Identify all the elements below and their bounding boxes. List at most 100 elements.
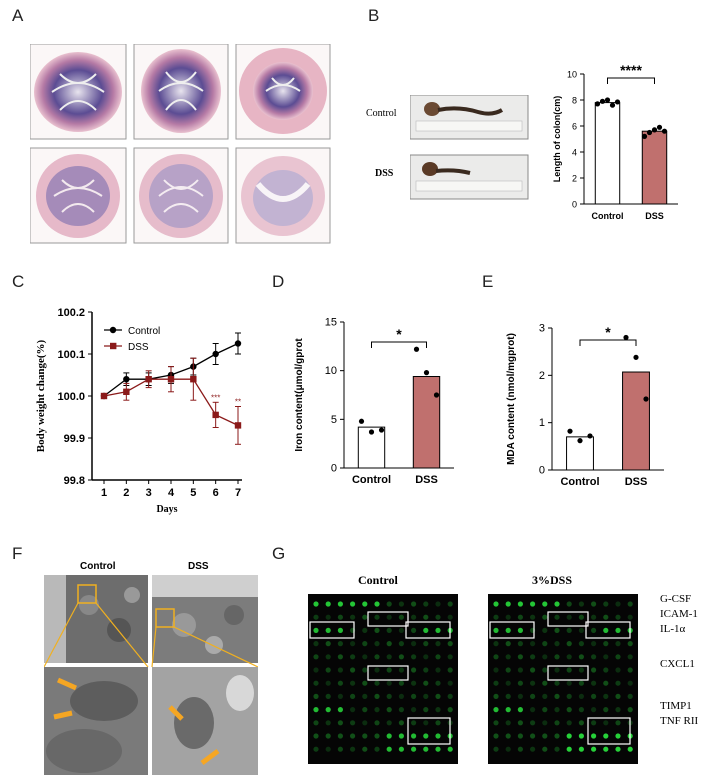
- significance-label: *: [396, 326, 402, 342]
- y-tick-label: 100.1: [57, 349, 85, 361]
- x-tick-label: 2: [123, 487, 129, 499]
- array-spot: [566, 733, 572, 739]
- array-spot: [325, 680, 331, 686]
- array-spot: [350, 654, 356, 660]
- histology-grid: [30, 44, 331, 244]
- array-spot: [505, 614, 511, 620]
- array-spot: [435, 654, 441, 660]
- array-spot: [411, 680, 417, 686]
- array-spot: [505, 654, 511, 660]
- array-spot: [313, 627, 319, 633]
- array-spot: [591, 693, 597, 699]
- legend-marker: [110, 342, 117, 350]
- data-point: [609, 102, 616, 108]
- array-spot: [411, 733, 417, 739]
- array-spot: [517, 720, 523, 726]
- array-spot: [325, 733, 331, 739]
- array-col-label-control: Control: [358, 573, 398, 587]
- array-spot: [398, 707, 404, 713]
- array-spot: [435, 693, 441, 699]
- array-spot: [517, 693, 523, 699]
- array-spot: [447, 680, 453, 686]
- colon-length-chart: 0 2 4 6 8 10 Control DSS **** Length of colon(cm): [552, 62, 678, 221]
- array-spot: [362, 627, 368, 633]
- marker-label-cxcl1: CXCL1: [660, 658, 695, 670]
- array-spot: [493, 627, 499, 633]
- bar-dss: [412, 376, 441, 469]
- array-spot: [603, 641, 609, 647]
- array-spot: [591, 667, 597, 673]
- array-spot: [554, 693, 560, 699]
- array-spot: [337, 641, 343, 647]
- array-spot: [374, 707, 380, 713]
- array-spot: [435, 627, 441, 633]
- array-spot: [337, 680, 343, 686]
- array-highlight-box: [309, 621, 355, 639]
- array-spot: [325, 707, 331, 713]
- array-spot: [591, 627, 597, 633]
- array-spot: [362, 680, 368, 686]
- data-point: [661, 128, 668, 134]
- array-spot: [517, 746, 523, 752]
- array-spot: [578, 614, 584, 620]
- tem-zoom-box-control: [77, 584, 97, 604]
- array-spot: [313, 720, 319, 726]
- array-spot: [517, 654, 523, 660]
- array-spot: [517, 601, 523, 607]
- array-spot: [398, 733, 404, 739]
- array-spot: [313, 641, 319, 647]
- array-spot: [386, 667, 392, 673]
- array-spot: [493, 746, 499, 752]
- array-spot: [603, 627, 609, 633]
- array-spot: [603, 601, 609, 607]
- antibody-arrays: [308, 594, 638, 764]
- array-spot: [530, 707, 536, 713]
- array-spot: [350, 720, 356, 726]
- y-tick-label: 99.8: [64, 475, 85, 487]
- data-point: [587, 433, 593, 439]
- array-spot: [517, 733, 523, 739]
- panel-letter-f: F: [12, 544, 23, 563]
- array-spot: [350, 641, 356, 647]
- array-spot: [530, 667, 536, 673]
- y-tick-label: 15: [325, 317, 337, 329]
- array-spot: [435, 707, 441, 713]
- array-spot: [362, 707, 368, 713]
- array-spot: [566, 654, 572, 660]
- legend-marker: [109, 326, 117, 334]
- array-spot: [423, 693, 429, 699]
- data-point: [599, 98, 606, 104]
- data-point: [643, 396, 649, 402]
- significance-label: ****: [620, 62, 642, 78]
- bar-dss: [641, 130, 668, 205]
- y-tick-label: 100.2: [57, 307, 85, 319]
- array-spot: [530, 720, 536, 726]
- array-spot: [435, 641, 441, 647]
- array-spot: [423, 667, 429, 673]
- y-tick-label: 99.9: [64, 433, 85, 445]
- y-tick-label: 6: [572, 122, 577, 132]
- array-spot: [386, 601, 392, 607]
- tem-images: [44, 575, 258, 775]
- array-spot: [615, 746, 621, 752]
- array-spot: [386, 641, 392, 647]
- array-spot: [554, 746, 560, 752]
- array-spot: [578, 680, 584, 686]
- array-spot: [530, 601, 536, 607]
- x-tick-label: 7: [235, 487, 241, 499]
- data-point: [413, 346, 420, 352]
- array-spot: [578, 746, 584, 752]
- y-tick-label: 0: [539, 465, 545, 477]
- array-highlight-box: [407, 717, 451, 745]
- array-spot: [350, 746, 356, 752]
- array-spot: [566, 601, 572, 607]
- array-spot: [615, 614, 621, 620]
- array-spot: [505, 627, 511, 633]
- array-spot: [554, 627, 560, 633]
- data-point: [614, 99, 621, 105]
- tem-zoom-box-dss: [155, 608, 175, 628]
- array-spot: [411, 654, 417, 660]
- array-spot: [554, 641, 560, 647]
- array-spot: [530, 614, 536, 620]
- y-tick-label: 10: [325, 365, 337, 377]
